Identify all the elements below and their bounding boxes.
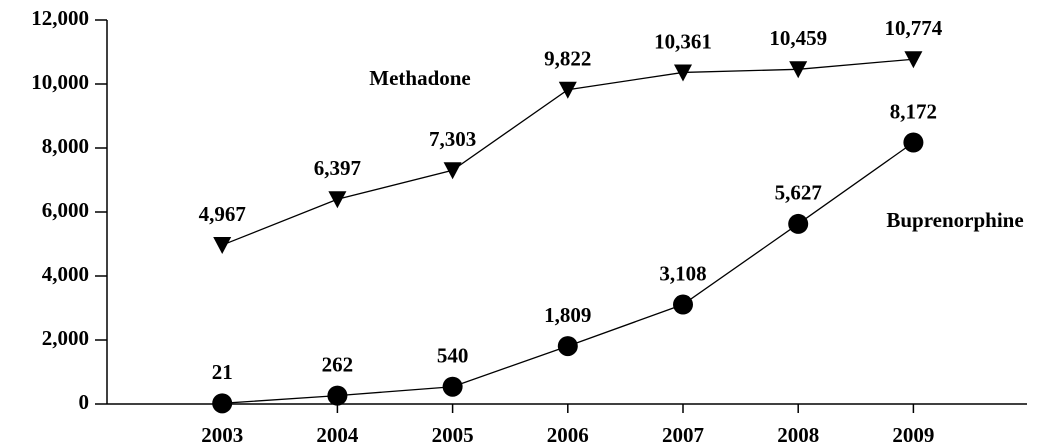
- series-label: Methadone: [369, 66, 471, 90]
- marker: [558, 81, 577, 99]
- data-label: 540: [437, 344, 469, 368]
- marker: [788, 213, 809, 234]
- data-label: 10,361: [654, 29, 712, 53]
- x-tick-label: 2005: [432, 423, 474, 447]
- data-label: 21: [212, 360, 233, 384]
- series-label: Buprenorphine: [886, 208, 1023, 232]
- marker: [443, 162, 462, 180]
- data-label: 5,627: [775, 181, 822, 205]
- marker: [213, 237, 232, 255]
- data-label: 10,459: [769, 26, 827, 50]
- x-tick-label: 2009: [892, 423, 934, 447]
- data-label: 8,172: [890, 99, 937, 123]
- marker: [673, 294, 693, 315]
- y-tick-label: 4,000: [42, 262, 89, 286]
- marker: [789, 61, 808, 79]
- marker: [904, 51, 923, 69]
- y-tick-label: 10,000: [31, 70, 89, 94]
- data-label: 262: [322, 352, 354, 376]
- y-tick-label: 0: [79, 390, 90, 414]
- data-label: 9,822: [544, 47, 591, 71]
- x-tick-label: 2006: [547, 423, 589, 447]
- y-tick-label: 12,000: [31, 6, 89, 30]
- data-label: 4,967: [199, 202, 246, 226]
- marker: [327, 385, 348, 406]
- x-tick-label: 2004: [316, 423, 359, 447]
- marker: [328, 191, 347, 209]
- marker: [903, 132, 924, 153]
- x-tick-label: 2008: [777, 423, 819, 447]
- data-label: 7,303: [429, 127, 476, 151]
- data-label: 3,108: [659, 261, 706, 285]
- marker: [674, 64, 692, 82]
- y-tick-label: 2,000: [42, 326, 89, 350]
- marker: [212, 393, 233, 414]
- marker: [557, 336, 578, 357]
- data-label: 10,774: [885, 16, 943, 40]
- y-tick-label: 8,000: [42, 134, 89, 158]
- data-label: 1,809: [544, 303, 591, 327]
- x-tick-label: 2003: [201, 423, 243, 447]
- y-tick-label: 6,000: [42, 198, 89, 222]
- x-tick-label: 2007: [662, 423, 704, 447]
- data-label: 6,397: [314, 156, 361, 180]
- marker: [442, 376, 463, 397]
